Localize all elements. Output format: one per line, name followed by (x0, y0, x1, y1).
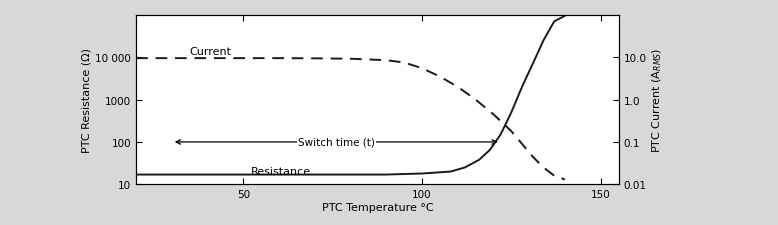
Text: Switch time (t): Switch time (t) (298, 137, 375, 147)
Y-axis label: PTC Current (A$_{RMS}$): PTC Current (A$_{RMS}$) (650, 48, 664, 153)
Text: Resistance: Resistance (251, 166, 310, 176)
X-axis label: PTC Temperature °C: PTC Temperature °C (321, 202, 433, 212)
Y-axis label: PTC Resistance (Ω): PTC Resistance (Ω) (81, 48, 91, 152)
Text: Current: Current (190, 47, 232, 57)
